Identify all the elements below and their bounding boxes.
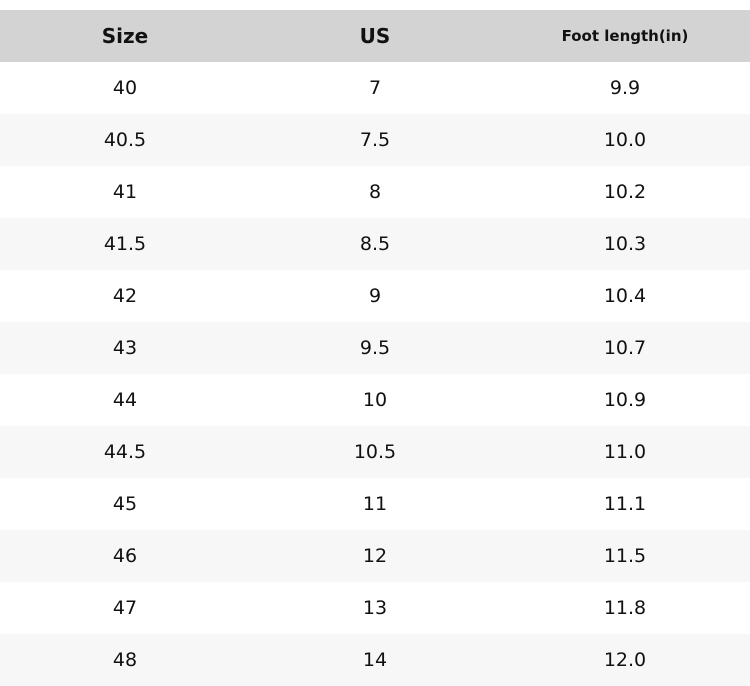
table-cell: 7.5 <box>359 129 391 151</box>
table-cell: 40.5 <box>103 129 147 151</box>
table-row: 40.5 7.5 10.0 <box>0 114 750 166</box>
table-cell: 11.5 <box>603 545 647 567</box>
table-cell: 10.5 <box>353 441 397 463</box>
table-cell: 10.4 <box>603 285 647 307</box>
table-cell: 46 <box>112 545 138 567</box>
table-cell: 43 <box>112 337 138 359</box>
table-row: 43 9.5 10.7 <box>0 322 750 374</box>
header-cell: US <box>359 24 391 48</box>
table-cell: 12.0 <box>603 649 647 671</box>
table-cell: 11.8 <box>603 597 647 619</box>
table-row: 41.5 8.5 10.3 <box>0 218 750 270</box>
table-cell: 8.5 <box>359 233 391 255</box>
table-cell: 11.1 <box>603 493 647 515</box>
table-cell: 9.9 <box>609 77 641 99</box>
table-cell: 44 <box>112 389 138 411</box>
table-cell: 10.3 <box>603 233 647 255</box>
table-row: 44.5 10.5 11.0 <box>0 426 750 478</box>
table-cell: 48 <box>112 649 138 671</box>
table-cell: 8 <box>368 181 382 203</box>
table-cell: 7 <box>368 77 382 99</box>
table-cell: 10.7 <box>603 337 647 359</box>
table-row: 48 14 12.0 <box>0 634 750 686</box>
table-row: 45 11 11.1 <box>0 478 750 530</box>
table-cell: 10 <box>362 389 388 411</box>
table-cell: 40 <box>112 77 138 99</box>
table-cell: 10.0 <box>603 129 647 151</box>
table-row: 47 13 11.8 <box>0 582 750 634</box>
header-cell: Size <box>101 24 149 48</box>
header-cell: Foot length(in) <box>561 27 689 45</box>
table-cell: 9 <box>368 285 382 307</box>
table-cell: 41.5 <box>103 233 147 255</box>
header-row: Size US Foot length(in) <box>0 10 750 62</box>
table-cell: 12 <box>362 545 388 567</box>
table-row: 42 9 10.4 <box>0 270 750 322</box>
table-cell: 44.5 <box>103 441 147 463</box>
table-row: 41 8 10.2 <box>0 166 750 218</box>
table-cell: 47 <box>112 597 138 619</box>
table-cell: 10.9 <box>603 389 647 411</box>
table-cell: 14 <box>362 649 388 671</box>
table-cell: 10.2 <box>603 181 647 203</box>
table-row: 40 7 9.9 <box>0 62 750 114</box>
table-cell: 9.5 <box>359 337 391 359</box>
table-cell: 13 <box>362 597 388 619</box>
table-row: 46 12 11.5 <box>0 530 750 582</box>
table-cell: 11 <box>362 493 388 515</box>
table-cell: 45 <box>112 493 138 515</box>
table-row: 44 10 10.9 <box>0 374 750 426</box>
table-cell: 42 <box>112 285 138 307</box>
table-cell: 11.0 <box>603 441 647 463</box>
table-cell: 41 <box>112 181 138 203</box>
